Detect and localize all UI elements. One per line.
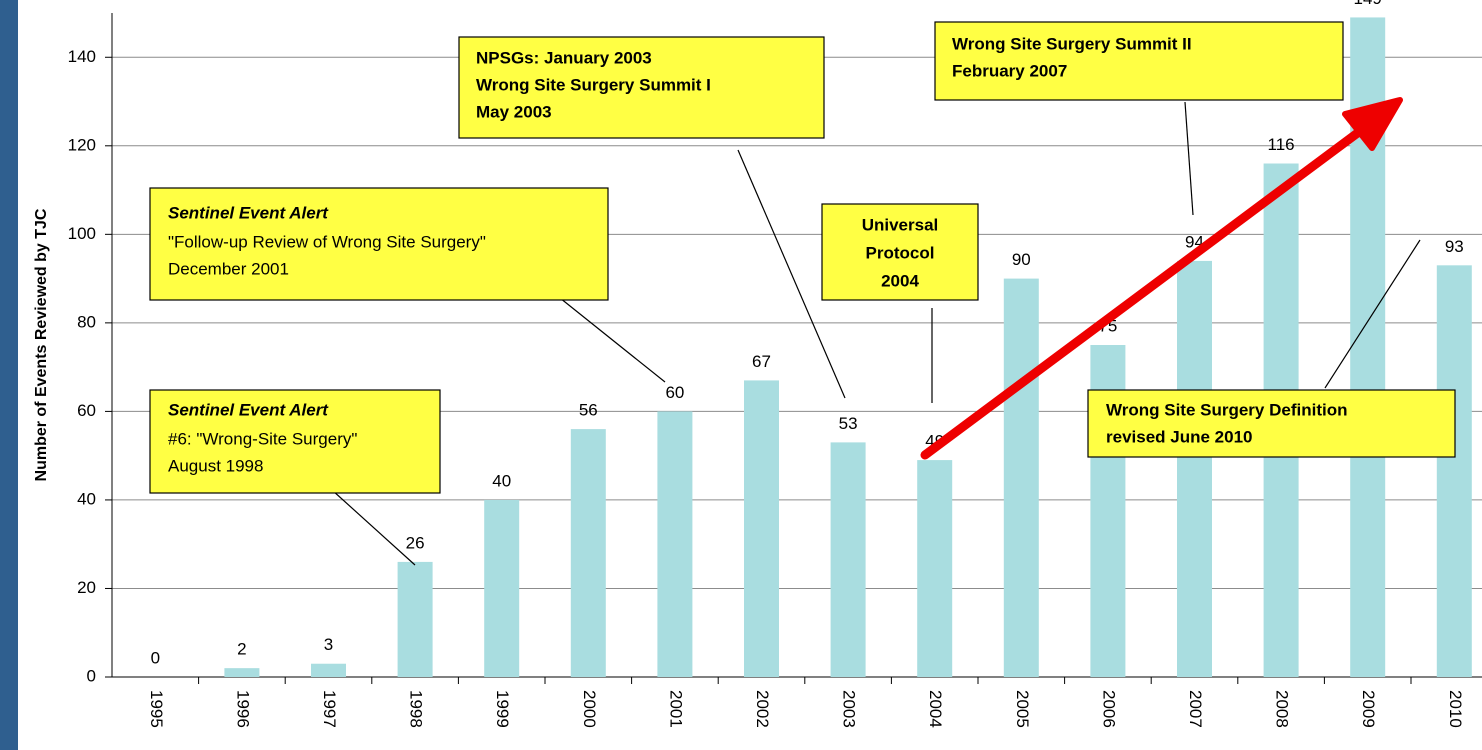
bar	[1003, 278, 1039, 677]
x-tick-label: 2010	[1446, 690, 1465, 728]
y-axis-label: Number of Events Reviewed by TJC	[33, 208, 50, 481]
annotation-box	[934, 21, 1344, 101]
value-label: 26	[406, 533, 425, 552]
x-tick-label: 2001	[666, 690, 685, 728]
annotation-text: February 2007	[952, 61, 1067, 80]
leader	[737, 149, 846, 399]
bar	[744, 380, 779, 677]
annotation-box	[1087, 389, 1456, 458]
y-tick-label: 0	[87, 666, 96, 685]
x-tick-label: 2004	[926, 690, 945, 728]
value-label: 53	[839, 414, 858, 433]
y-tick-label: 140	[68, 47, 96, 66]
annotation-text: Wrong Site Surgery Summit II	[952, 34, 1192, 53]
x-tick-label: 1996	[233, 690, 252, 728]
x-tick-label: 2000	[580, 690, 599, 728]
value-label: 90	[1012, 250, 1031, 269]
annotation-box	[458, 36, 825, 139]
x-tick-label: 2003	[840, 690, 859, 728]
arrow-shaft	[920, 115, 1380, 460]
leader	[331, 489, 416, 566]
x-tick-label: 2008	[1273, 690, 1292, 728]
value-label: 3	[324, 635, 333, 654]
y-tick-label: 40	[77, 489, 96, 508]
y-tick-label: 120	[68, 135, 96, 154]
value-label: 40	[492, 471, 511, 490]
annotation-text: December 2001	[168, 259, 289, 278]
annotation-box	[821, 203, 979, 301]
annotation-text: revised June 2010	[1106, 427, 1252, 446]
x-tick-label: 2006	[1099, 690, 1118, 728]
value-label: 67	[752, 352, 771, 371]
bar	[917, 460, 953, 677]
y-tick-label: 100	[68, 224, 96, 243]
y-tick-label: 80	[77, 312, 96, 331]
x-tick-label: 1998	[407, 690, 426, 728]
annotation-box	[149, 187, 609, 301]
y-tick-label: 20	[77, 578, 96, 597]
leader	[559, 297, 666, 383]
value-label: 2	[237, 640, 246, 659]
annotation-text: May 2003	[476, 102, 552, 121]
x-tick-label: 1999	[493, 690, 512, 728]
side-strip	[0, 0, 18, 750]
value-label: 93	[1445, 237, 1464, 256]
annotation-text: August 1998	[168, 456, 263, 475]
x-tick-label: 2002	[753, 690, 772, 728]
bar	[224, 668, 260, 677]
bar	[570, 429, 606, 677]
annotation-text: #6: "Wrong-Site Surgery"	[168, 429, 357, 448]
annotation-text: Sentinel Event Alert	[168, 203, 329, 222]
annotation-text: 2004	[881, 271, 919, 290]
bar	[1436, 265, 1472, 677]
annotation-text: "Follow-up Review of Wrong Site Surgery"	[168, 232, 486, 251]
value-label: 116	[1268, 135, 1295, 154]
bar	[1177, 260, 1212, 677]
leader	[1324, 239, 1421, 389]
annotation-text: Wrong Site Surgery Definition	[1106, 400, 1347, 419]
bar	[397, 561, 433, 677]
annotation-text: Universal	[862, 215, 939, 234]
leader	[1184, 101, 1194, 216]
annotation-text: NPSGs: January 2003	[476, 48, 652, 67]
value-label: 56	[579, 401, 598, 420]
bar	[484, 499, 520, 677]
x-tick-label: 2009	[1359, 690, 1378, 728]
annotation-text: Sentinel Event Alert	[168, 400, 329, 419]
annotations: Sentinel Event Alert "Follow-up Review o…	[149, 21, 1456, 566]
annotation-text: Wrong Site Surgery Summit I	[476, 75, 711, 94]
bar	[830, 442, 866, 677]
annotation-box	[149, 389, 441, 494]
y-tick-label: 60	[77, 401, 96, 420]
annotation-text: Protocol	[866, 243, 935, 262]
arrow-head	[1342, 97, 1403, 151]
x-tick-label: 2005	[1013, 690, 1032, 728]
value-label: 60	[665, 383, 684, 402]
x-tick-label: 2007	[1186, 690, 1205, 728]
bar	[657, 411, 693, 677]
x-tick-label: 1997	[320, 690, 339, 728]
trend-arrow	[920, 97, 1403, 460]
bar	[311, 663, 346, 677]
x-tick-label: 1995	[147, 690, 166, 728]
value-label: 149	[1354, 0, 1382, 8]
value-label: 0	[151, 648, 160, 667]
